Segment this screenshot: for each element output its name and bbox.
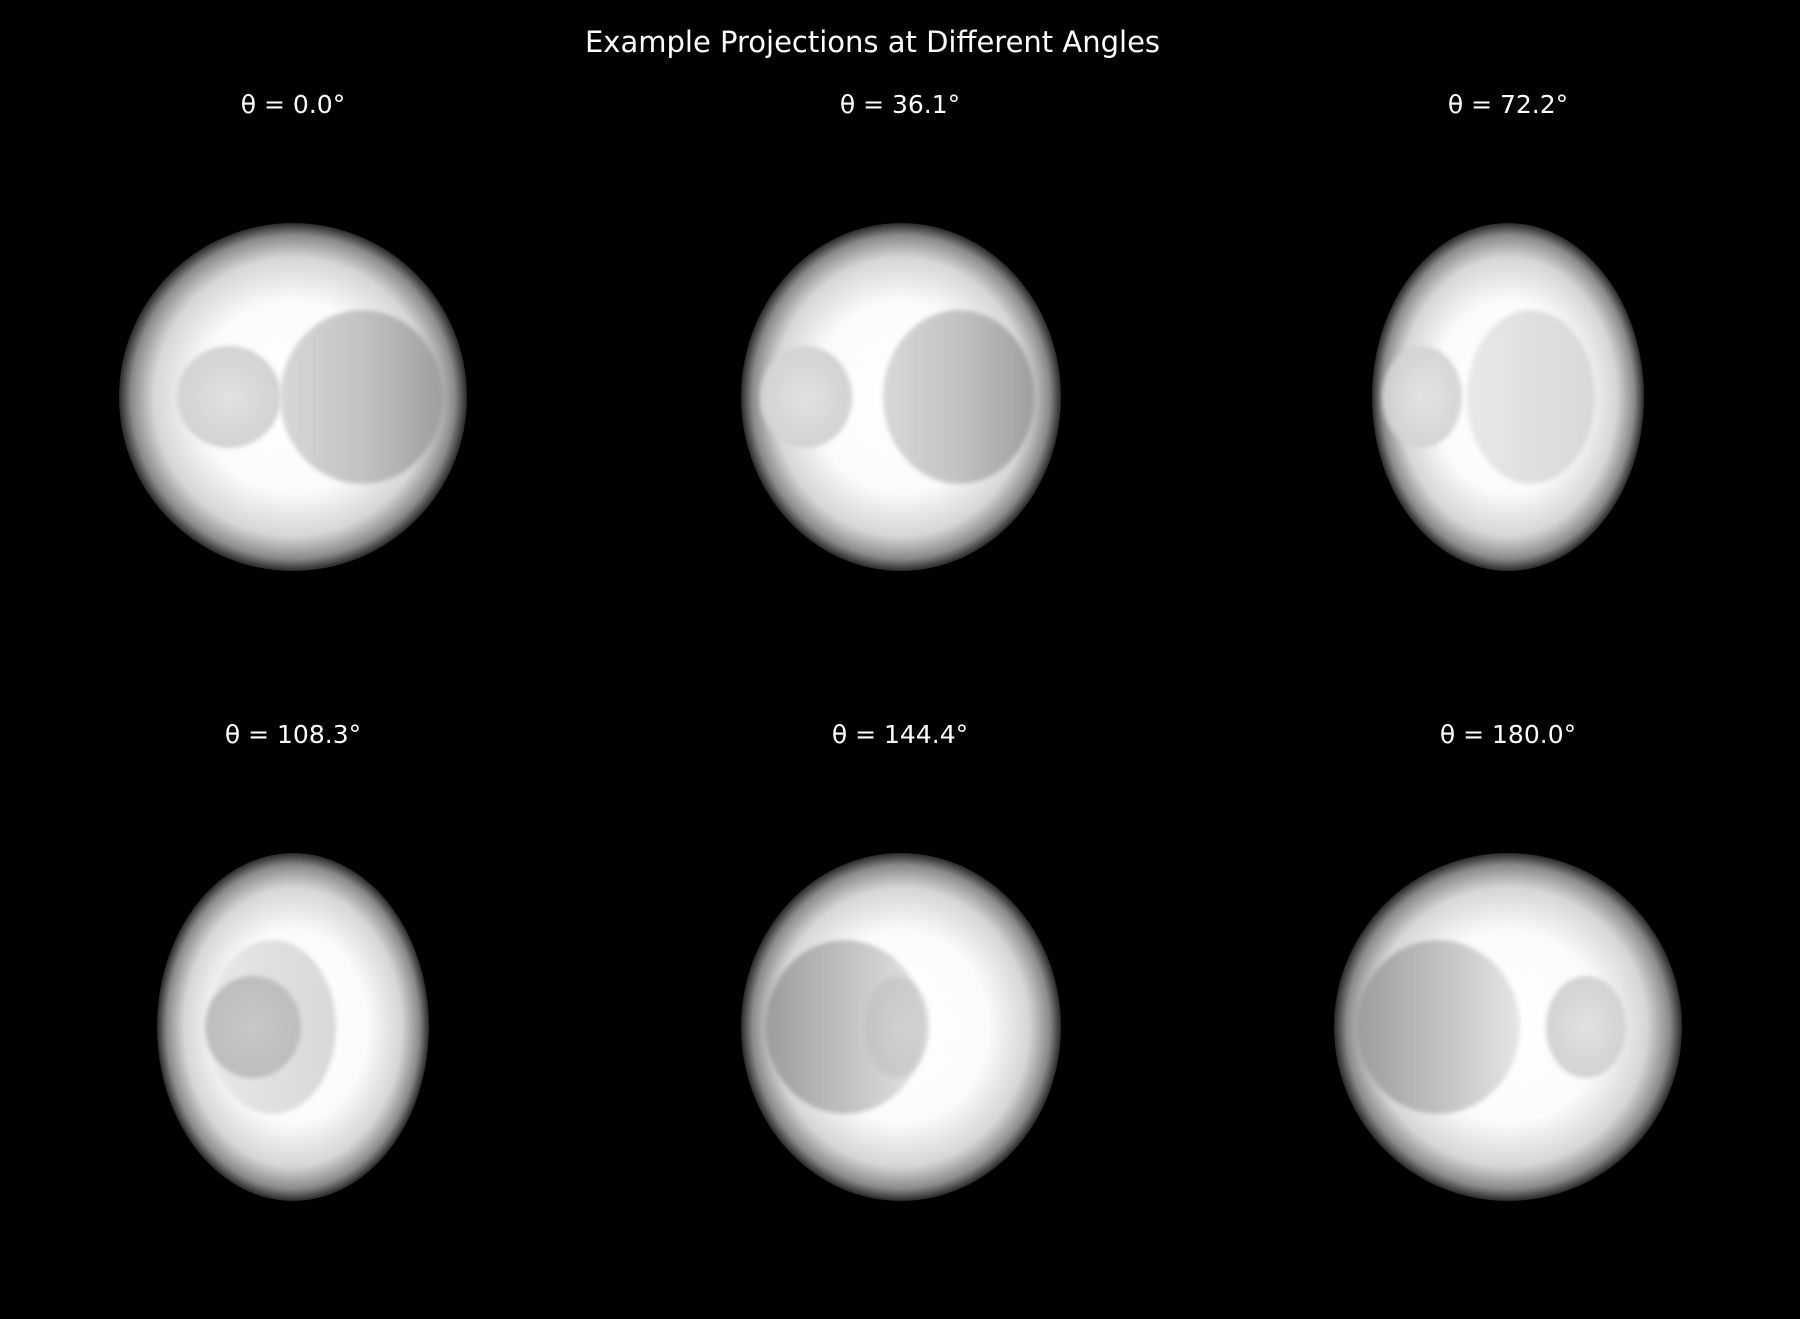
panel-title-5: θ = 180.0° <box>1439 720 1577 749</box>
projection-0 <box>119 223 467 571</box>
projection-1 <box>741 223 1061 571</box>
projection-5 <box>1334 853 1682 1201</box>
panel-title-4: θ = 144.4° <box>831 720 969 749</box>
projection-3 <box>157 853 429 1201</box>
panel-title-3: θ = 108.3° <box>224 720 362 749</box>
panel-title-2: θ = 72.2° <box>1447 90 1569 119</box>
panel-title-0: θ = 0.0° <box>240 90 346 119</box>
figure-title: Example Projections at Different Angles <box>584 25 1161 59</box>
panel-title-1: θ = 36.1° <box>839 90 961 119</box>
projection-2 <box>1372 223 1644 571</box>
projection-4 <box>741 853 1061 1201</box>
